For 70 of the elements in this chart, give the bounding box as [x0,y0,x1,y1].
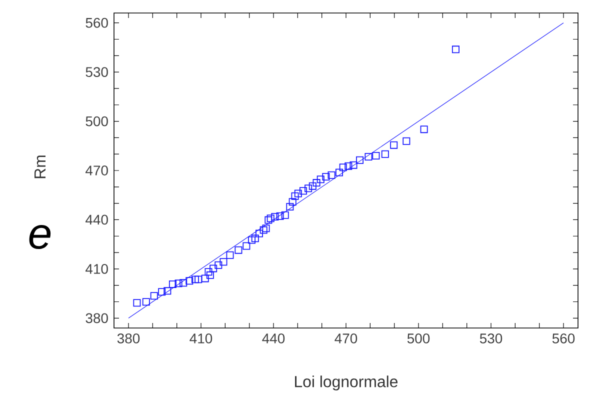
point [180,279,188,287]
point [206,271,214,279]
x-tick-label: 410 [190,334,212,344]
point [168,280,176,288]
point [288,198,296,206]
point [281,211,289,219]
x-tick-label: 440 [262,334,285,344]
y-tick-label: 560 [86,18,108,28]
point [262,224,270,232]
point [133,299,141,307]
point [420,126,428,134]
point [242,242,250,250]
point [356,156,364,164]
point [220,258,228,266]
point [364,152,372,160]
point [142,298,150,306]
point [150,292,158,300]
point [322,172,330,180]
point [214,261,222,269]
y-tick-label: 530 [86,67,108,77]
point [350,161,358,169]
point [158,288,166,296]
point [251,234,259,242]
point [186,277,194,285]
point [339,164,347,172]
point [264,216,272,224]
point [210,264,218,272]
x-tick-label: 530 [480,334,502,344]
point [255,230,263,238]
point [344,162,352,170]
y-tick-label: 440 [86,214,108,225]
point [452,46,460,54]
point [308,182,316,190]
point [335,168,343,176]
point [276,212,284,220]
point [381,150,389,158]
point [194,276,202,284]
point [291,192,299,200]
point [266,214,274,222]
point [304,184,312,192]
point [191,276,199,284]
y-tick-label: 500 [86,116,108,126]
point [226,251,234,259]
point [234,246,242,254]
point [294,190,302,198]
x-tick-label: 380 [117,334,140,344]
point [260,226,268,234]
point [204,268,212,276]
y-tick-label: 470 [86,166,108,176]
point [248,236,256,244]
x-tick-label: 560 [552,334,575,344]
y-tick-label: 410 [86,264,108,274]
point [372,152,380,160]
x-axis-title: Loi lognormale [295,376,398,390]
y-axis-title: Rm [34,156,46,178]
point [201,274,209,282]
point [390,141,398,149]
text: e [29,225,51,249]
point [316,176,324,184]
point [286,203,294,211]
point [328,171,336,179]
point [299,187,307,195]
point [271,213,279,221]
x-tick-label: 500 [407,334,430,344]
point [312,179,320,187]
point [402,137,410,145]
y-tick-label: 380 [86,313,108,324]
point [164,287,172,295]
point [174,280,182,288]
x-tick-label: 470 [334,334,358,344]
